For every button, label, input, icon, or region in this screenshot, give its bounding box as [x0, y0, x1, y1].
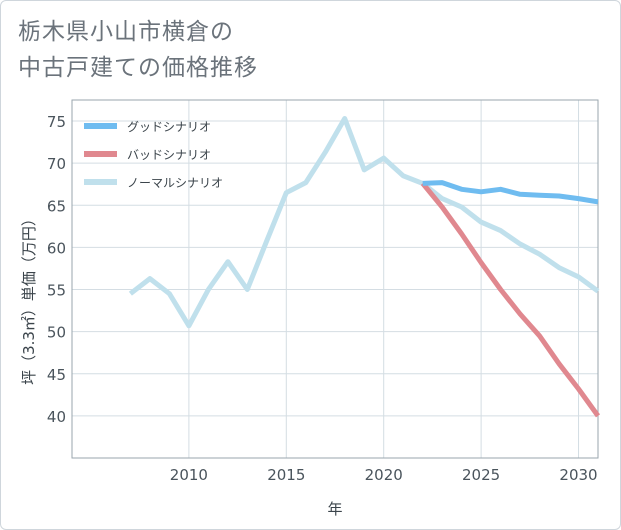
y-tick-label: 70: [47, 155, 66, 173]
chart-title-line2: 中古戸建ての価格推移: [18, 55, 258, 81]
legend-label: グッドシナリオ: [127, 120, 211, 134]
series-line-2: [128, 116, 600, 329]
series-line-0: [422, 180, 599, 205]
y-tick-label: 45: [47, 366, 66, 384]
legend-label: ノーマルシナリオ: [127, 176, 223, 190]
x-axis-ticks: 2010 2015 2020 2025 2030: [170, 466, 598, 484]
y-tick-label: 50: [47, 324, 66, 342]
y-tick-label: 65: [47, 197, 66, 215]
series-line-1: [420, 181, 601, 418]
y-axis-title: 坪（3.3㎡）単価（万円）: [20, 211, 38, 385]
y-tick-label: 40: [47, 408, 66, 426]
chart-title-line1: 栃木県小山市横倉の: [18, 19, 234, 45]
x-tick-label: 2025: [462, 466, 500, 484]
y-tick-label: 75: [47, 113, 66, 131]
y-tick-label: 60: [47, 239, 66, 257]
y-tick-label: 55: [47, 282, 66, 300]
legend-label: バッドシナリオ: [127, 148, 211, 162]
series-lines: [128, 116, 601, 418]
x-tick-label: 2030: [559, 466, 597, 484]
x-tick-label: 2010: [170, 466, 208, 484]
x-axis-title: 年: [327, 500, 342, 518]
x-tick-label: 2015: [267, 466, 305, 484]
x-tick-label: 2020: [365, 466, 403, 484]
y-axis-ticks: 40 45 50 55 60 65 70 75: [47, 113, 66, 426]
plot-frame: [71, 99, 599, 459]
chart-title: 栃木県小山市横倉の 中古戸建ての価格推移: [18, 14, 258, 86]
